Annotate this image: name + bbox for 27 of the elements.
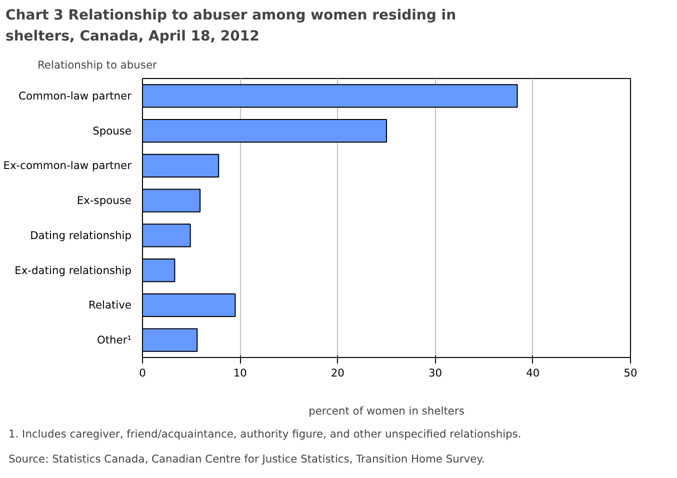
bar [142,224,191,248]
x-tick-label: 40 [526,366,540,380]
y-tick-label: Relative [88,298,132,312]
y-tick-label: Ex-common-law partner [3,159,132,172]
bar [142,188,201,212]
bar [142,328,198,352]
bar [142,118,387,143]
x-axis-title: percent of women in shelters [308,404,465,418]
y-tick-label: Dating relationship [30,228,132,242]
x-tick-label: 50 [624,366,638,380]
y-axis-title: Relationship to abuser [38,58,158,72]
source-note: Source: Statistics Canada, Canadian Centre for Justice Statistics, Transition Home Survey. [8,452,485,466]
y-tick-label: Spouse [92,124,132,138]
x-tick-label: 0 [139,366,146,380]
x-tick-label: 20 [330,366,345,380]
bar [142,293,236,318]
y-tick-label: Ex-dating relationship [14,264,132,277]
x-tick-label: 10 [233,366,248,380]
chart-title: Chart 3 Relationship to abuser among women residing in shelters, Canada, April 18, 2012 [6,8,456,44]
bar [142,84,518,108]
y-tick-label: Common-law partner [18,89,132,102]
bar [142,154,220,178]
x-tick-label: 30 [428,366,442,380]
text: 1. Includes caregiver, friend/acquaintance, authority figure, and other unspecified relationships. [8,428,522,440]
bar [142,258,176,282]
y-tick-label: Ex-spouse [76,194,132,208]
y-tick-label: Other¹ [96,334,132,347]
